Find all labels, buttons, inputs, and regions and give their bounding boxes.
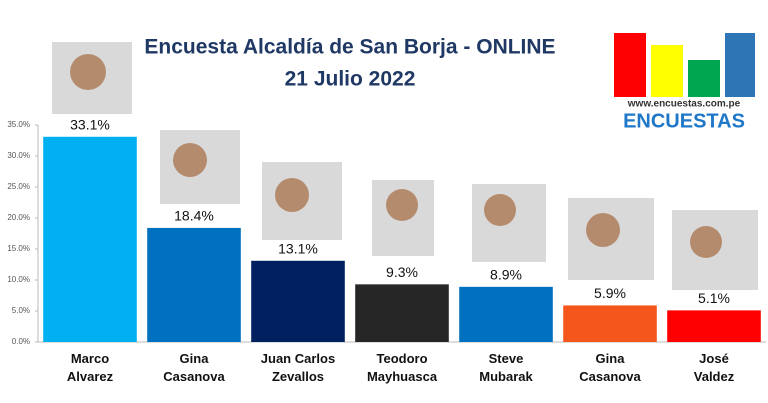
- y-tick-label: 15.0%: [7, 244, 30, 253]
- x-tick-label: Steve Mubarak: [479, 351, 533, 384]
- bar: [459, 286, 553, 342]
- y-tick-label: 10.0%: [7, 275, 30, 284]
- y-tick-label: 20.0%: [7, 213, 30, 222]
- value-label: 13.1%: [278, 240, 318, 256]
- x-tick-label: José Valdez: [694, 351, 735, 384]
- bar: [355, 284, 449, 342]
- photo-face: [484, 194, 516, 226]
- candidate-photos: [52, 42, 758, 290]
- value-label: 5.9%: [594, 285, 626, 301]
- x-tick-label: Teodoro Mayhuasca: [367, 351, 438, 384]
- x-tick-label: Juan Carlos Zevallos: [261, 351, 335, 384]
- photo-face: [70, 54, 106, 90]
- y-tick-label: 25.0%: [7, 182, 30, 191]
- logo-bar: [688, 60, 720, 97]
- photo-face: [586, 213, 620, 247]
- y-tick-label: 0.0%: [12, 337, 30, 346]
- value-label: 33.1%: [70, 116, 110, 132]
- x-tick-label: Marco Alvarez: [67, 351, 114, 384]
- bar: [563, 305, 657, 342]
- chart-title: Encuesta Alcaldía de San Borja - ONLINE: [144, 36, 555, 59]
- x-tick-label: Gina Casanova: [163, 351, 225, 384]
- brand-url: www.encuestas.com.pe: [627, 99, 741, 110]
- chart-subtitle: 21 Julio 2022: [285, 68, 416, 91]
- bar: [667, 310, 761, 342]
- logo-bar: [725, 33, 755, 97]
- value-label: 18.4%: [174, 208, 214, 224]
- value-label: 9.3%: [386, 264, 418, 280]
- bar: [251, 260, 345, 342]
- photo-face: [386, 189, 418, 221]
- brand-name: ENCUESTAS: [623, 110, 745, 132]
- y-tick-label: 35.0%: [7, 120, 30, 129]
- logo-bar: [651, 45, 683, 97]
- photo-face: [173, 143, 207, 177]
- brand-logo: www.encuestas.com.pe ENCUESTAS: [614, 33, 755, 132]
- photo-face: [690, 226, 722, 258]
- y-tick-label: 5.0%: [12, 306, 30, 315]
- value-label: 8.9%: [490, 267, 522, 283]
- x-tick-label: Gina Casanova: [579, 351, 641, 384]
- bar: [147, 227, 241, 342]
- logo-bar: [614, 33, 646, 97]
- y-tick-label: 30.0%: [7, 151, 30, 160]
- photo-face: [275, 178, 309, 212]
- value-label: 5.1%: [698, 290, 730, 306]
- bar: [43, 136, 137, 342]
